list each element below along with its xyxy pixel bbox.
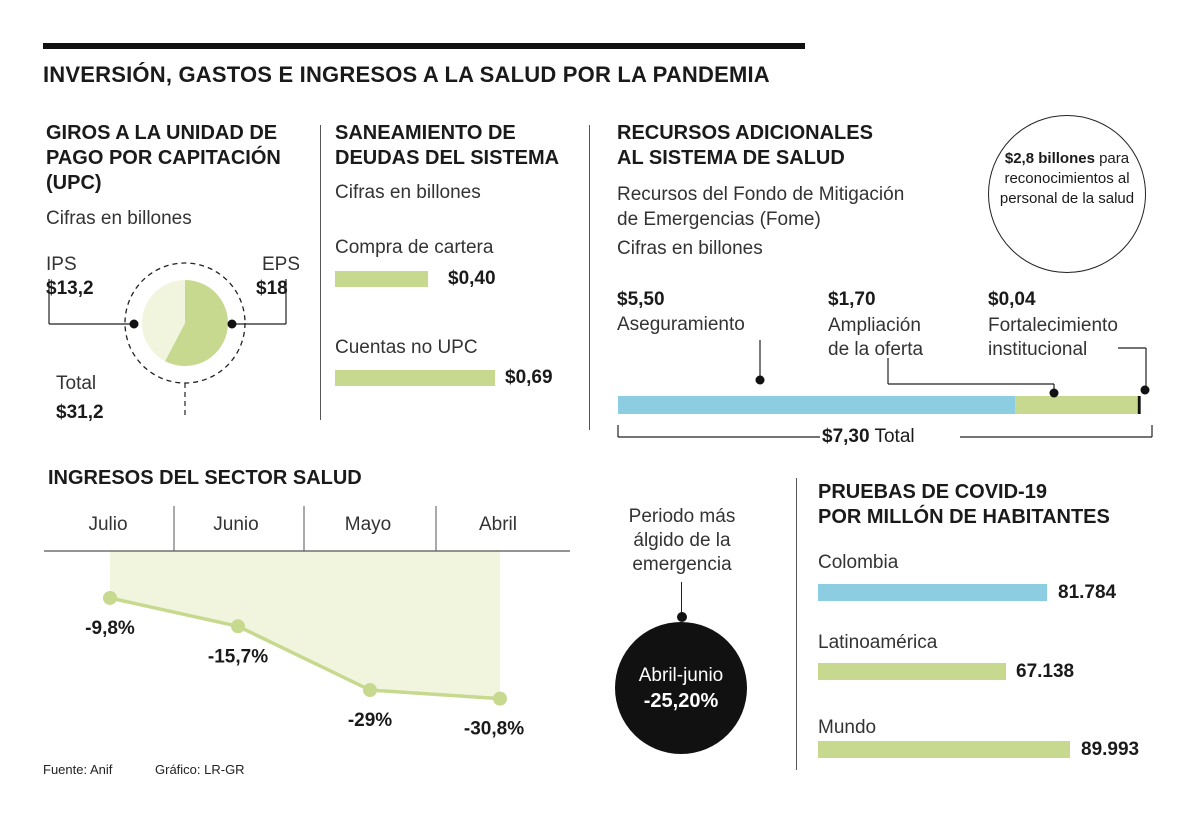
recursos-total-value: $7,30 — [822, 426, 870, 447]
saneamiento-title: SANEAMIENTO DE DEUDAS DEL SISTEMA — [335, 121, 559, 171]
saneamiento-label-1: Compra de cartera — [335, 237, 494, 258]
area-fill — [110, 551, 500, 699]
recursos-subtitle-line-3: Cifras en billones — [617, 238, 763, 259]
ingresos-title: INGRESOS DEL SECTOR SALUD — [48, 467, 362, 489]
divider-1 — [320, 125, 321, 420]
pruebas-bar-2 — [818, 663, 1006, 680]
upc-total-label: Total — [56, 373, 97, 394]
saneamiento-subtitle: Cifras en billones — [335, 182, 481, 203]
pruebas-value-2: 67.138 — [1016, 661, 1075, 682]
recursos-label-3-line-1: Fortalecimiento — [988, 315, 1118, 336]
stack-segment-1 — [618, 396, 1016, 414]
pruebas-bar-1 — [818, 584, 1047, 601]
note-leader-dot — [677, 612, 687, 622]
tick-label-julio: Julio — [88, 514, 127, 535]
pruebas-title-line-1: PRUEBAS DE COVID-19 — [818, 481, 1047, 503]
series-line — [109, 596, 501, 701]
recursos-label-2-line-1: Ampliación — [828, 315, 921, 336]
saneamiento-value-1: $0,40 — [448, 268, 496, 289]
upc-subtitle: Cifras en billones — [46, 208, 192, 229]
recursos-subtitle-line-2: de Emergencias (Fome) — [617, 209, 821, 230]
upc-title: GIROS A LA UNIDAD DE PAGO POR CAPITACIÓN… — [46, 121, 281, 196]
data-point-mayo — [363, 683, 377, 698]
upc-eps-label: EPS — [262, 254, 301, 275]
upc-ips-value: $13,2 — [46, 278, 94, 299]
data-label-mayo: -29% — [348, 710, 392, 731]
footer-credit: Gráfico: LR-GR — [155, 762, 245, 777]
personal-salud-bubble: $2,8 billones para reconocimientos al pe… — [988, 115, 1146, 273]
pie-slice-ips — [141, 280, 185, 362]
recursos-total: $7,30 Total — [822, 426, 915, 448]
tick-label-mayo: Mayo — [345, 514, 391, 535]
pruebas-label-3: Mundo — [818, 717, 877, 738]
tick-label-abril: Abril — [479, 514, 517, 535]
recursos-stacked-bar — [617, 340, 1153, 438]
saneamiento-bar-1 — [335, 271, 428, 287]
ingresos-note-line-3: emergencia — [632, 554, 732, 575]
recursos-label-1: Aseguramiento — [617, 314, 745, 335]
upc-total-value: $31,2 — [56, 402, 104, 423]
upc-title-line-3: (UPC) — [46, 172, 102, 194]
pruebas-title-line-2: POR MILLÓN DE HABITANTES — [818, 506, 1110, 528]
recursos-label-3-line-2: institucional — [988, 339, 1088, 360]
saneamiento-bar-2 — [335, 370, 495, 386]
pruebas-label-1: Colombia — [818, 552, 899, 573]
data-label-junio: -15,7% — [208, 646, 268, 667]
data-point-junio — [231, 619, 245, 634]
recursos-subtitle-line-1: Recursos del Fondo de Mitigación — [617, 184, 905, 205]
ingresos-note: Periodo más álgido de la emergencia — [602, 505, 762, 577]
data-label-julio: -9,8% — [85, 618, 135, 639]
top-rule — [43, 43, 805, 49]
recursos-value-1: $5,50 — [617, 289, 665, 310]
page-title: INVERSIÓN, GASTOS E INGRESOS A LA SALUD … — [43, 62, 770, 87]
stack-segment-2 — [1015, 396, 1138, 414]
bubble-text-1: para — [1094, 150, 1130, 167]
recursos-label-2: Ampliación de la oferta — [828, 314, 923, 362]
tick-label-junio: Junio — [213, 514, 258, 535]
divider-3 — [796, 478, 797, 770]
emergency-period-label: Abril-junio — [638, 665, 724, 686]
ingresos-note-line-2: álgido de la — [633, 530, 731, 551]
pruebas-label-2: Latinoamérica — [818, 632, 938, 653]
recursos-label-3: Fortalecimiento institucional — [988, 314, 1118, 362]
recursos-total-label: Total — [874, 426, 915, 447]
recursos-title-line-1: RECURSOS ADICIONALES — [617, 122, 873, 144]
bubble-text-2: reconocimientos al — [1004, 170, 1130, 187]
pie-slice-eps — [165, 280, 228, 366]
upc-pie-chart — [48, 262, 287, 415]
saneamiento-value-2: $0,69 — [505, 367, 553, 388]
ingresos-note-line-1: Periodo más — [628, 506, 736, 527]
recursos-label-2-line-2: de la oferta — [828, 339, 924, 360]
saneamiento-label-2: Cuentas no UPC — [335, 337, 478, 358]
bubble-text-3: personal de la salud — [999, 190, 1135, 207]
upc-title-line-2: PAGO POR CAPITACIÓN — [46, 147, 281, 169]
saneamiento-title-line-2: DEUDAS DEL SISTEMA — [335, 147, 560, 169]
emergency-period-value: -25,20% — [643, 690, 719, 712]
footer-source: Fuente: Anif — [43, 762, 113, 777]
pruebas-title: PRUEBAS DE COVID-19 POR MILLÓN DE HABITA… — [818, 480, 1110, 530]
note-leader-line — [681, 582, 683, 618]
stack-segment-3 — [1137, 396, 1141, 414]
recursos-value-2: $1,70 — [828, 289, 876, 310]
upc-title-line-1: GIROS A LA UNIDAD DE — [46, 122, 278, 144]
saneamiento-title-line-1: SANEAMIENTO DE — [335, 122, 516, 144]
pruebas-value-3: 89.993 — [1081, 739, 1140, 760]
data-point-abril — [493, 691, 507, 706]
ingresos-area-chart: Julio -9,8% Junio -15,7% Mayo -29% Abril -30,8% — [44, 506, 570, 740]
divider-2 — [589, 125, 590, 430]
recursos-title: RECURSOS ADICIONALES AL SISTEMA DE SALUD — [617, 121, 873, 171]
upc-eps-value: $18 — [256, 278, 288, 299]
emergency-period-circle: Abril-junio -25,20% — [615, 622, 747, 754]
data-point-julio — [103, 590, 117, 605]
upc-ips-label: IPS — [46, 254, 77, 275]
bubble-amount: $2,8 billones — [1004, 150, 1095, 167]
recursos-title-line-2: AL SISTEMA DE SALUD — [617, 147, 845, 169]
recursos-subtitle: Recursos del Fondo de Mitigación de Emer… — [617, 182, 904, 261]
pruebas-bar-3 — [818, 741, 1070, 758]
recursos-value-3: $0,04 — [988, 289, 1036, 310]
pruebas-value-1: 81.784 — [1058, 582, 1117, 603]
data-label-abril: -30,8% — [464, 719, 524, 740]
